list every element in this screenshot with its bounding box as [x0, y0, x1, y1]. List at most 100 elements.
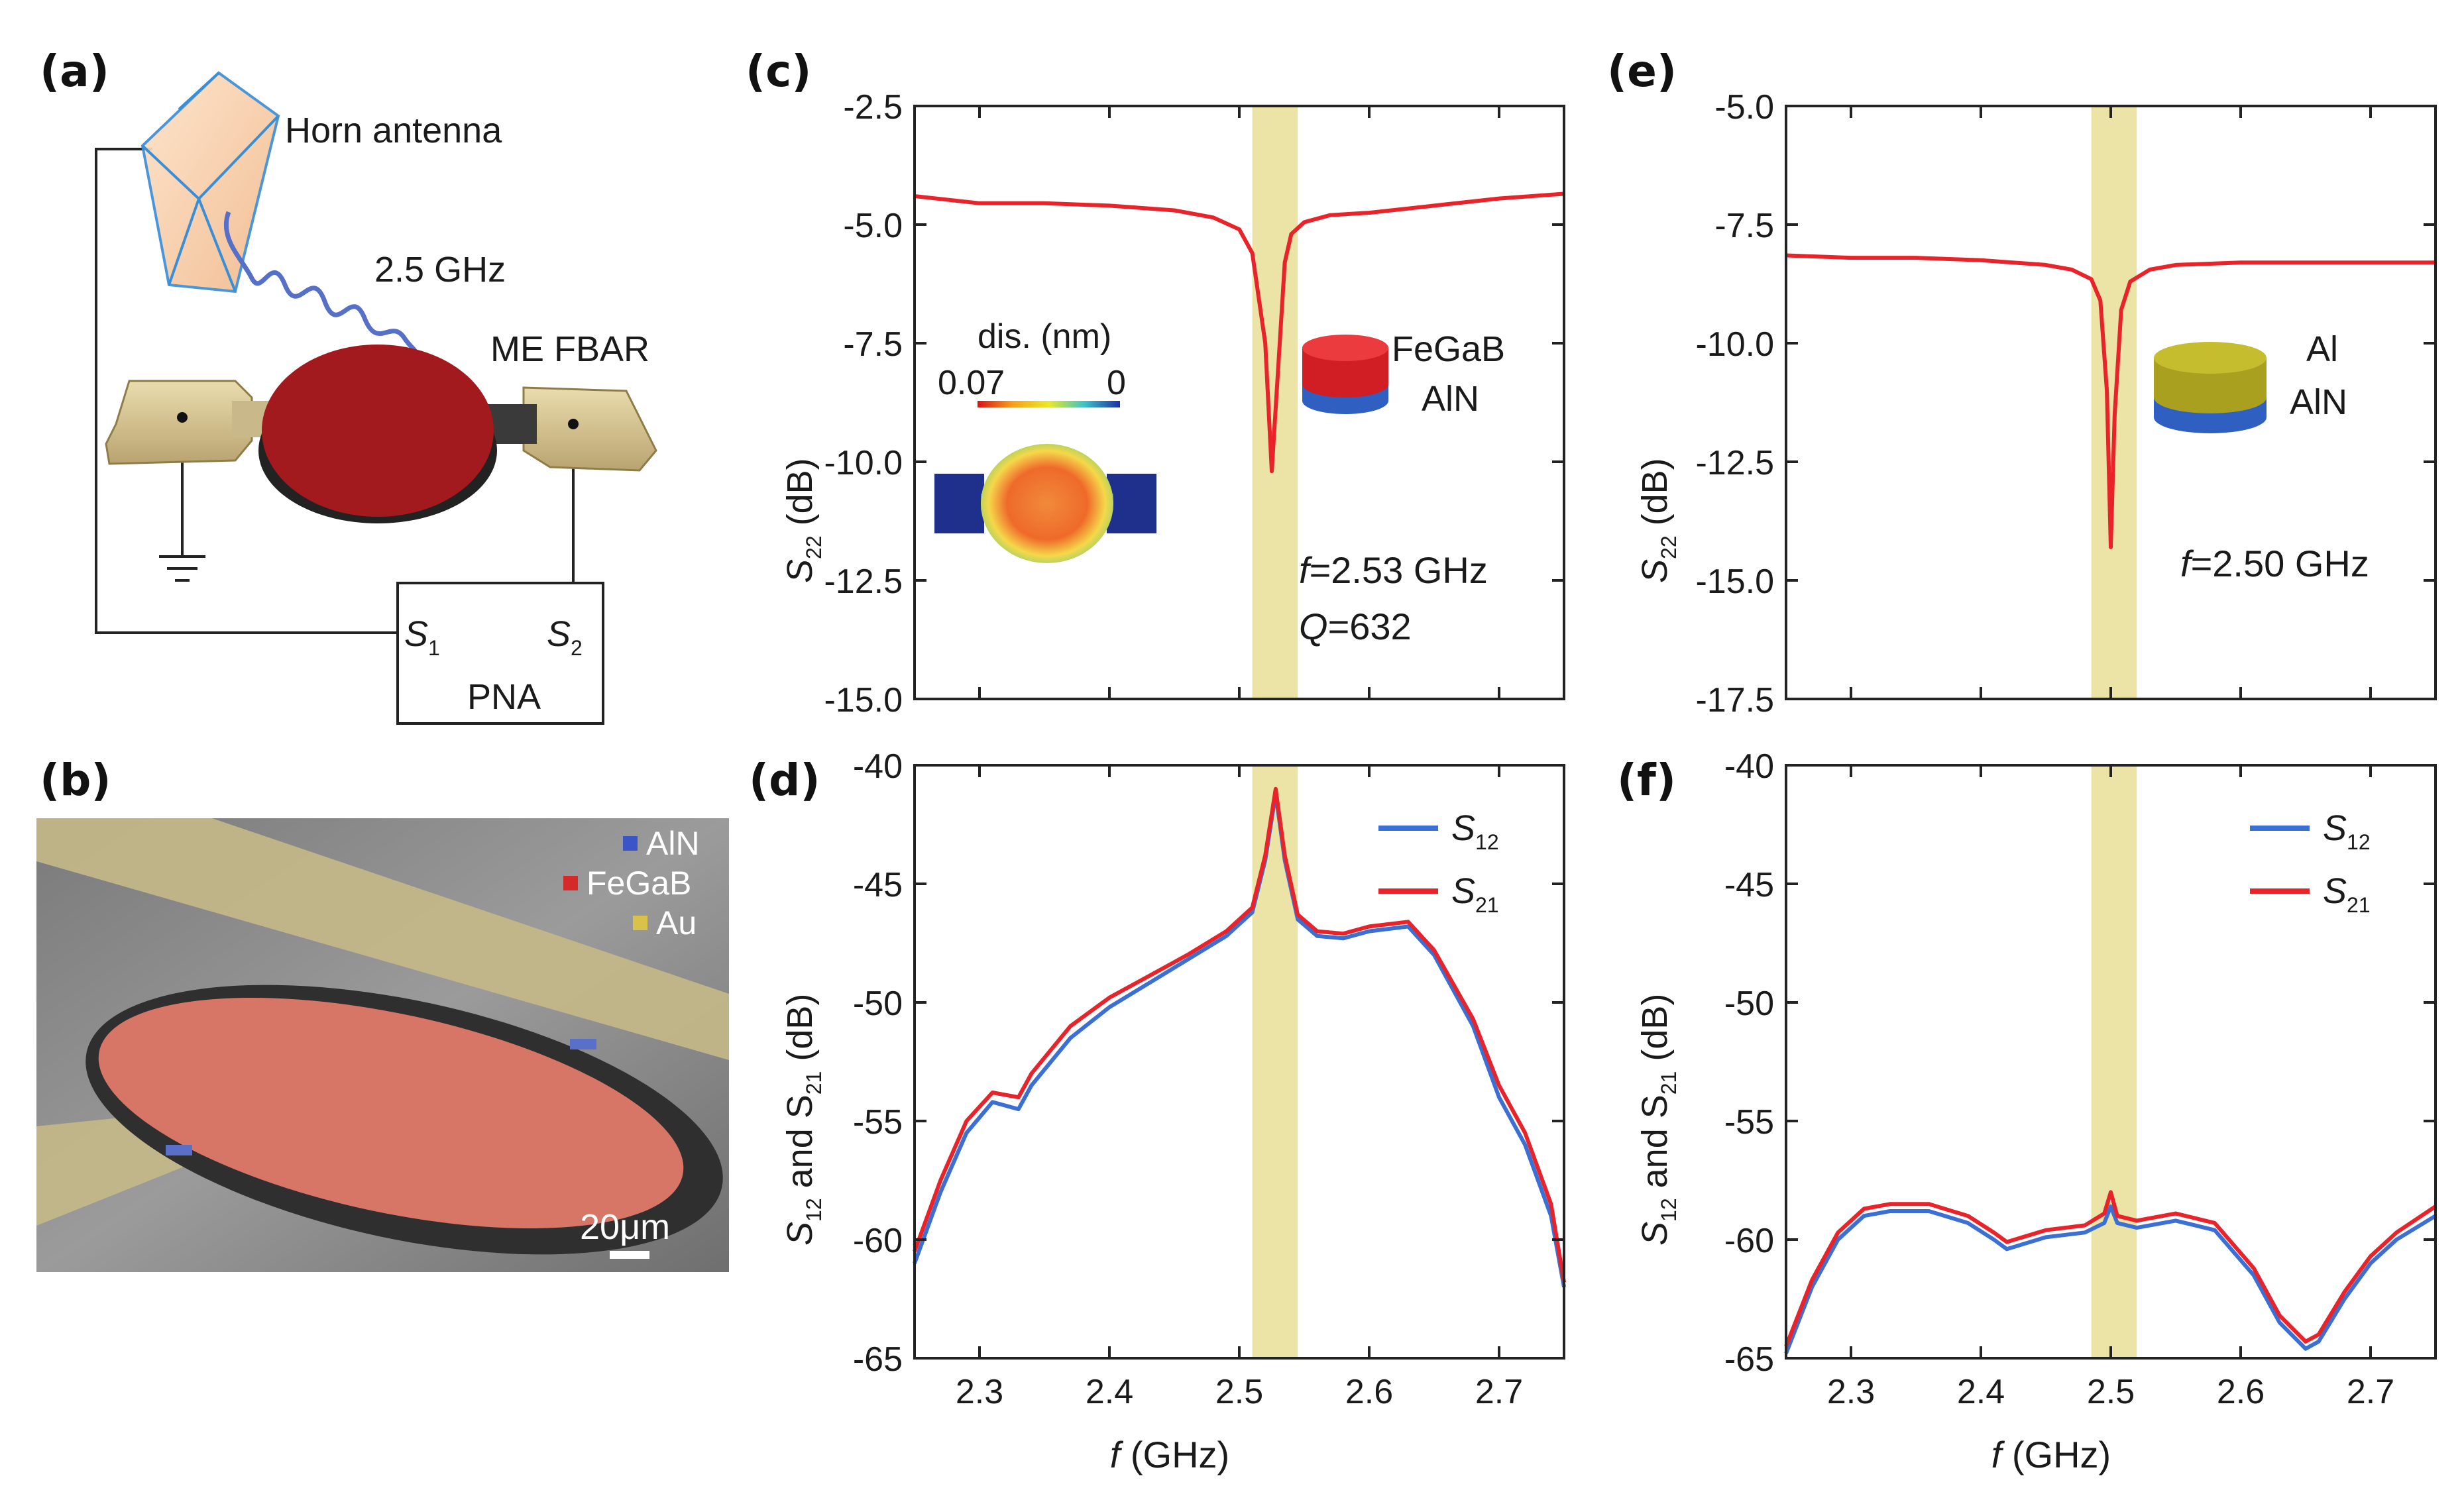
chart-f-highlight-band [2091, 765, 2137, 1358]
horn-antenna-label: Horn antenna [285, 111, 502, 150]
chart-e-ytick-label: -5.0 [1714, 88, 1774, 127]
chart-c-ytick-label: -7.5 [843, 325, 903, 364]
chart-d-ytick-label: -45 [853, 866, 903, 904]
radio-wave-icon [223, 211, 418, 386]
panel-label-a: (a) [40, 46, 109, 97]
panel-label-e: (e) [1607, 46, 1677, 97]
chart-f-xtick-label: 2.3 [1827, 1373, 1875, 1411]
chart-d-ytick-label: -60 [853, 1222, 903, 1260]
chart-f-ytick-label: -65 [1724, 1340, 1774, 1379]
port-s1-label: S1 [404, 614, 440, 660]
pna-label: PNA [467, 677, 541, 717]
stack-al-top [2154, 342, 2267, 374]
panel-b-sem: (b) AlN FeGaB Au 20μm [36, 755, 729, 1272]
inset-max-label: 0.07 [938, 364, 1005, 402]
panel-label-b: (b) [40, 755, 111, 806]
stack-fegab-layer [1302, 348, 1388, 398]
chart-d-xtick-label: 2.7 [1475, 1373, 1523, 1411]
legend-swatch-au [633, 916, 647, 930]
legend-label-aln: AlN [646, 825, 700, 862]
inset-dis-label: dis. (nm) [978, 317, 1111, 356]
chart-f-xtick-label: 2.6 [2217, 1373, 2265, 1411]
scale-bar-label: 20μm [580, 1207, 670, 1247]
chart-f-xlabel: f (GHz) [1991, 1434, 2111, 1475]
stack-al-layer [2154, 358, 2267, 413]
chart-c-series-s22 [914, 191, 1565, 474]
chart-d-ytick-label: -50 [853, 985, 903, 1023]
chart-d-legend-label: S21 [1451, 871, 1499, 917]
chart-e: -5.0 -7.5 -10.0 -12.5 -15.0 -17.5 (e) S22 (dB)… [1607, 46, 2437, 720]
chart-e-ytick-label: -7.5 [1714, 207, 1774, 245]
inset-pad-left [934, 474, 984, 533]
chart-d-ytick-label: -55 [853, 1103, 903, 1142]
chart-f-ytick-label: -55 [1724, 1103, 1774, 1142]
chart-e-ytick-label: -15.0 [1695, 562, 1774, 601]
inset-disc-field [981, 444, 1113, 563]
port-s2-label: S2 [547, 614, 583, 660]
stack-e-bottom-label: AlN [2290, 382, 2347, 422]
chart-c-ytick-label: -10.0 [824, 444, 903, 482]
chart-f-ytick-label: -50 [1724, 985, 1774, 1023]
chart-c-inset-stack: FeGaB AlN [1302, 329, 1505, 419]
chart-f-series-s12 [1784, 1204, 2437, 1354]
panel-label-d: (d) [749, 755, 820, 806]
chart-c-ytick-label: -15.0 [824, 681, 903, 720]
chart-e-ytick-label: -17.5 [1695, 681, 1774, 720]
stack-e-top-label: Al [2306, 329, 2338, 369]
chart-f-series-s21 [1784, 1190, 2437, 1348]
chart-d-legend-label: S12 [1451, 808, 1499, 854]
chart-f-legend-label: S21 [2323, 871, 2371, 917]
panel-a-schematic: (a) S1 S2 PNA Horn antenna 2.5 GHz ME FB… [40, 46, 657, 725]
chart-d-xtick-label: 2.5 [1215, 1373, 1263, 1411]
chart-d-ylabel: S12 and S21 (dB) [780, 994, 826, 1246]
chart-c-inset-mode-shape: dis. (nm) 0.07 0 [934, 317, 1156, 563]
chart-d-ytick-label: -40 [853, 747, 903, 786]
sem-aln-left [166, 1145, 192, 1155]
chart-d-series-s21 [913, 786, 1566, 1283]
chart-d-series-s12 [913, 792, 1566, 1288]
chart-d-highlight-band [1252, 765, 1298, 1358]
sem-au-top-pad [36, 818, 729, 1060]
legend-swatch-aln [623, 836, 638, 851]
sem-fegab-layer [98, 997, 684, 1229]
legend-swatch-fegab [563, 876, 578, 890]
fbar-device [105, 345, 657, 523]
chart-e-ytick-label: -12.5 [1695, 444, 1774, 482]
stack-bottom-label: AlN [1422, 379, 1479, 419]
chart-f-xtick-label: 2.4 [1957, 1373, 2005, 1411]
chart-d-xtick-label: 2.6 [1345, 1373, 1393, 1411]
chart-f-xtick-label: 2.5 [2087, 1373, 2135, 1411]
chart-c-annotation-q: Q=632 [1299, 606, 1412, 647]
chart-e-ytick-label: -10.0 [1695, 325, 1774, 364]
chart-c-annotation-freq: f=2.53 GHz [1299, 549, 1488, 591]
inset-colorbar [978, 401, 1120, 407]
chart-e-annotation-freq: f=2.50 GHz [2180, 543, 2369, 584]
scale-bar [610, 1251, 649, 1259]
inset-min-label: 0 [1107, 364, 1126, 402]
chart-c: -2.5-5.0-7.5-10.0-12.5-15.0(c) S22 (dB) … [746, 46, 1565, 720]
sem-aln-right [570, 1039, 596, 1049]
chart-d: -40 -45 -50 -55 -60 -65 2.3 2.4 2.5 2.6 2.7 S12 S21 (… [749, 747, 1566, 1475]
sem-legend: AlN FeGaB Au [563, 825, 700, 941]
chart-c-ytick-label: -2.5 [843, 88, 903, 127]
frequency-label: 2.5 GHz [374, 250, 506, 290]
chart-f: -40 -45 -50 -55 -60 -65 2.3 2.4 2.5 2.6 2.7 S12 S21 (… [1617, 747, 2437, 1475]
chart-d-xtick-label: 2.4 [1086, 1373, 1133, 1411]
chart-c-ylabel: S22 (dB) [780, 458, 826, 583]
wire-antenna [95, 148, 398, 634]
panel-label-f: (f) [1617, 755, 1676, 806]
chart-f-xtick-label: 2.7 [2347, 1373, 2394, 1411]
chart-d-xlabel: f (GHz) [1110, 1434, 1229, 1475]
legend-label-au: Au [656, 904, 697, 941]
ground-icon [159, 555, 205, 582]
chart-e-inset-stack: Al AlN [2154, 329, 2347, 433]
legend-label-fegab: FeGaB [587, 865, 691, 902]
pna-box [396, 582, 604, 725]
panel-label-c: (c) [746, 46, 811, 97]
chart-e-ylabel: S22 (dB) [1635, 458, 1681, 583]
device-label: ME FBAR [490, 329, 649, 369]
chart-d-ytick-label: -65 [853, 1340, 903, 1379]
horn-antenna-icon [140, 71, 280, 294]
chart-f-ytick-label: -45 [1724, 866, 1774, 904]
chart-f-ytick-label: -60 [1724, 1222, 1774, 1260]
